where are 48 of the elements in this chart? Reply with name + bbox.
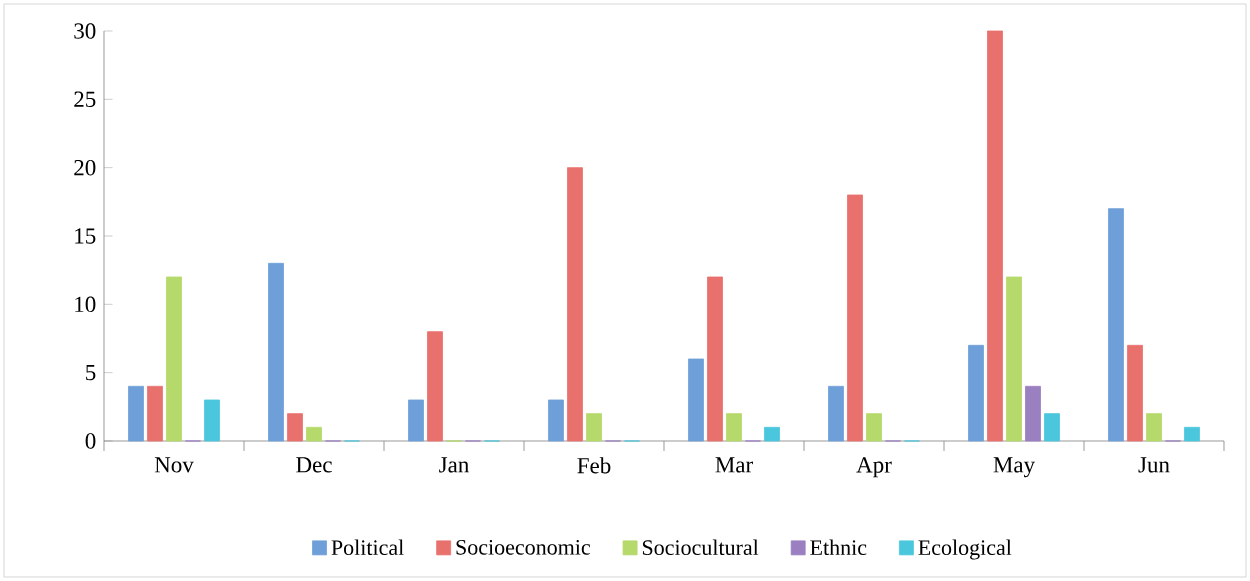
bar bbox=[726, 413, 742, 442]
x-tick-label: Nov bbox=[154, 457, 194, 473]
x-tick-label: Jan bbox=[439, 457, 469, 473]
y-tick-label: 30 bbox=[74, 23, 96, 39]
y-tick-label: 5 bbox=[86, 365, 96, 381]
bar bbox=[1127, 344, 1143, 442]
legend-label: Socioeconomic bbox=[456, 539, 591, 555]
legend-label: Ethnic bbox=[810, 539, 867, 556]
bar bbox=[427, 331, 443, 442]
bar bbox=[764, 426, 780, 442]
bar bbox=[204, 399, 220, 442]
x-tick-label: Apr bbox=[856, 457, 892, 478]
bar bbox=[828, 385, 844, 442]
bar bbox=[1006, 276, 1022, 442]
y-tick-label: 15 bbox=[75, 228, 96, 244]
bar bbox=[408, 399, 424, 442]
bar bbox=[847, 194, 863, 442]
y-tick-label: 0 bbox=[85, 433, 96, 449]
bar bbox=[1025, 385, 1041, 442]
x-tick-label: Mar bbox=[715, 457, 753, 473]
bar bbox=[1108, 208, 1124, 442]
bar bbox=[1044, 413, 1060, 442]
x-tick-label: Jun bbox=[1138, 457, 1170, 473]
bar bbox=[548, 399, 564, 442]
bar bbox=[147, 385, 163, 442]
bar bbox=[707, 276, 723, 442]
bar bbox=[306, 426, 322, 442]
legend-label: Ecological bbox=[918, 539, 1012, 560]
x-tick-label: Feb bbox=[577, 457, 611, 474]
bar bbox=[688, 358, 704, 442]
bar bbox=[268, 262, 284, 442]
bar bbox=[128, 385, 144, 442]
x-tick-label: May bbox=[993, 457, 1035, 478]
x-tick-label: Dec bbox=[296, 457, 332, 473]
y-tick-label: 10 bbox=[75, 296, 96, 313]
bar bbox=[866, 413, 882, 442]
bar bbox=[586, 413, 602, 442]
bar bbox=[287, 413, 303, 442]
bar bbox=[987, 30, 1003, 442]
y-tick-label: 25 bbox=[74, 91, 96, 108]
bar bbox=[567, 167, 583, 442]
bar bbox=[968, 344, 984, 442]
y-tick-label: 20 bbox=[74, 159, 96, 176]
bar bbox=[1146, 413, 1162, 442]
bar bbox=[1184, 426, 1200, 442]
bar bbox=[166, 276, 182, 442]
legend-label: Political bbox=[331, 539, 404, 556]
legend-label: Sociocultural bbox=[642, 539, 759, 556]
